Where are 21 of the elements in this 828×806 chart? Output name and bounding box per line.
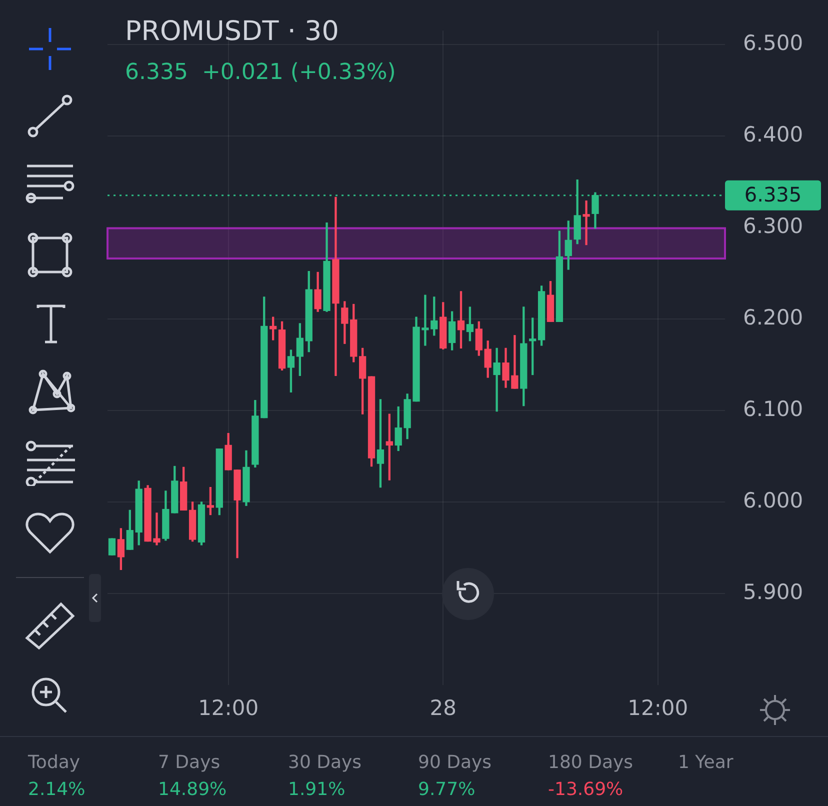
text: 180 Days -13.69% <box>548 751 633 802</box>
ref-line-label: 6.335 <box>744 182 802 207</box>
text: 90 Days 9.77% <box>418 751 492 802</box>
y-tick-label: 6.400 <box>743 122 804 146</box>
text: 30 Days 1.91% <box>288 751 362 802</box>
x-tick-label: 12:00 <box>628 696 688 720</box>
text: 7 Days 14.89% <box>158 751 227 802</box>
text: Today 2.14% <box>28 751 86 802</box>
text: 6.335 +0.021 (+0.33%) <box>125 60 396 85</box>
x-tick-label: 12:00 <box>198 696 259 720</box>
y-tick-label: 6.000 <box>743 488 804 512</box>
y-tick-label: 6.100 <box>743 396 804 421</box>
y-tick-label: 5.900 <box>743 580 804 604</box>
chart-title: PROMUSDT · 30 <box>125 16 339 47</box>
candlestick <box>493 348 500 412</box>
y-tick-label: 6.200 <box>743 305 804 330</box>
y-tick-label: 6.500 <box>743 30 804 55</box>
x-tick-label: 28 <box>430 696 456 720</box>
y-tick-label: 6.300 <box>743 214 804 238</box>
text: 1 Year <box>678 751 734 775</box>
candlestick <box>582 200 590 246</box>
